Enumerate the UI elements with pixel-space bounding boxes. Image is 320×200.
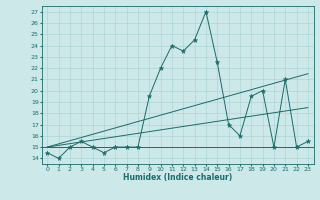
- X-axis label: Humidex (Indice chaleur): Humidex (Indice chaleur): [123, 173, 232, 182]
